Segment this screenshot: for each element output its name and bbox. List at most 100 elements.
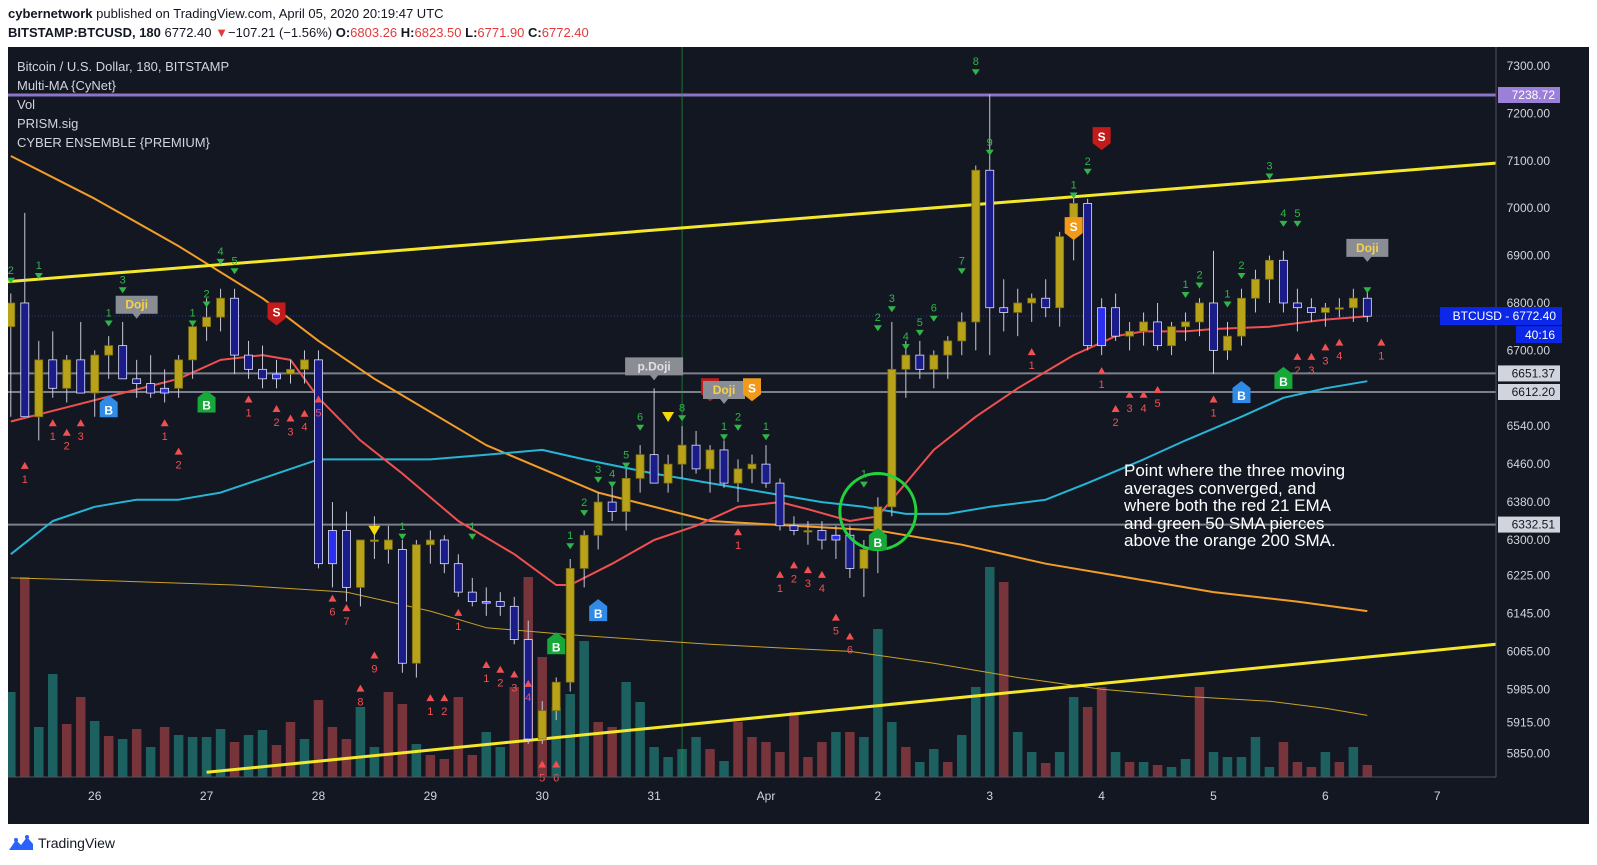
candle-body [803, 530, 813, 533]
time-tick-label: 29 [424, 789, 438, 803]
open-value: 6803.26 [350, 25, 398, 40]
volume-bar [1222, 757, 1233, 777]
count-label: 5 [623, 450, 629, 462]
close-label: C: [528, 25, 542, 40]
count-label: 4 [903, 331, 909, 343]
down-triangle-icon [608, 481, 617, 488]
price-tick-label: 6800.00 [1507, 296, 1551, 310]
legend-title[interactable]: Bitcoin / U.S. Dollar, 180, BITSTAMP [17, 59, 230, 74]
legend-indicator-vol[interactable]: Vol [17, 97, 36, 112]
volume-bar [663, 757, 673, 777]
candle-body [8, 302, 16, 328]
up-triangle-icon [1125, 390, 1134, 398]
volume-bar [705, 749, 715, 777]
up-triangle-icon [62, 428, 71, 436]
volume-bar [1012, 732, 1023, 777]
volume-bar [873, 629, 883, 777]
volume-bar [887, 722, 897, 777]
volume-bar [1320, 752, 1331, 777]
candle-body [1306, 307, 1316, 313]
volume-bar [635, 702, 645, 777]
lower-trendline [206, 642, 1497, 774]
volume-bar [159, 727, 170, 777]
tradingview-logo[interactable]: TradingView [8, 835, 115, 851]
legend-indicator-prism[interactable]: PRISM.sig [17, 116, 79, 131]
count-label: 1 [455, 621, 461, 633]
publisher-name[interactable]: cybernetwork [8, 6, 93, 21]
price-tick-label: 6300.00 [1507, 533, 1551, 547]
candle-body [481, 601, 491, 604]
price-tick-label: 7200.00 [1507, 106, 1551, 120]
count-label: 3 [1308, 365, 1314, 377]
up-triangle-icon [1293, 352, 1302, 360]
count-label: 5 [1294, 208, 1300, 220]
candle-body [985, 169, 995, 309]
down-triangle-icon [580, 510, 589, 517]
up-triangle-icon [48, 419, 57, 427]
candle-body [677, 444, 687, 465]
candle-body [621, 477, 631, 512]
count-label: 1 [190, 307, 196, 319]
candle-body [509, 605, 519, 640]
level-price-label: 6612.20 [1512, 385, 1556, 399]
volume-bar [1124, 762, 1135, 777]
up-triangle-icon [20, 461, 29, 469]
legend-indicator-multi-ma[interactable]: Multi-MA {CyNet} [17, 78, 116, 93]
doji-label-box [1346, 238, 1389, 262]
up-triangle-icon [538, 760, 547, 768]
candle-body [999, 307, 1009, 313]
level-price-tag [1498, 516, 1560, 533]
count-label: 1 [469, 521, 475, 533]
volume-bar [789, 712, 799, 777]
volume-bar [1068, 697, 1079, 777]
count-label: 1 [861, 469, 867, 481]
candle-body [1013, 302, 1023, 313]
legend-indicator-cyber-ensemble[interactable]: CYBER ENSEMBLE {PREMIUM} [17, 135, 210, 150]
count-label: 4 [1280, 208, 1286, 220]
change-arrow: ▼ [215, 25, 229, 40]
sell-signal-label: S [748, 381, 756, 395]
candle-body [467, 591, 477, 603]
buy-signal-label: B [552, 640, 561, 654]
volume-bar [439, 759, 450, 777]
buy-signal-icon [1232, 381, 1251, 404]
count-label: 2 [176, 460, 182, 472]
down-triangle-icon [761, 434, 770, 441]
candle-body [286, 368, 295, 375]
ohlc-line: BITSTAMP:BTCUSD, 180 6772.40 ▼−107.21 (−… [8, 25, 589, 40]
buy-signal-icon [99, 395, 118, 418]
volume-bar [453, 697, 464, 777]
candle-body [957, 321, 967, 342]
count-label: 1 [427, 706, 433, 718]
candle-body [160, 387, 170, 394]
down-triangle-icon [971, 69, 980, 76]
volume-bar [733, 722, 743, 777]
publish-info: cybernetwork published on TradingView.co… [8, 6, 444, 21]
up-triangle-icon [342, 604, 351, 612]
candle-body [411, 544, 421, 664]
chart-panel[interactable]: 2 1 1 1 2 3 1 3 B Doji 1 2 1 2 B 4 5 1 2 3 4 5 S 6 7 8 9 1 1 2 1 1 1 2 3 4 5… [8, 47, 1589, 824]
volume-bar [1138, 762, 1149, 777]
volume-bar [20, 577, 30, 777]
candle-body [551, 681, 561, 712]
candle-body [943, 340, 953, 356]
count-label: 1 [22, 474, 28, 486]
count-label: 3 [1322, 355, 1328, 367]
volume-bar [1110, 752, 1121, 777]
down-triangle-icon [1083, 168, 1092, 175]
candle-body [1181, 321, 1190, 328]
time-tick-label: 31 [647, 789, 661, 803]
count-label: 1 [1182, 279, 1188, 291]
volume-bar [1054, 752, 1065, 777]
up-triangle-icon [454, 608, 463, 616]
count-label: 4 [609, 469, 615, 481]
up-triangle-icon [1097, 367, 1106, 375]
candle-body [188, 326, 198, 361]
volume-bar [8, 692, 16, 777]
price-tick-label: 5985.00 [1507, 682, 1551, 696]
candle-body [244, 354, 253, 370]
count-label: 3 [595, 464, 601, 476]
down-triangle-icon [104, 320, 113, 327]
candle-body [453, 563, 463, 593]
